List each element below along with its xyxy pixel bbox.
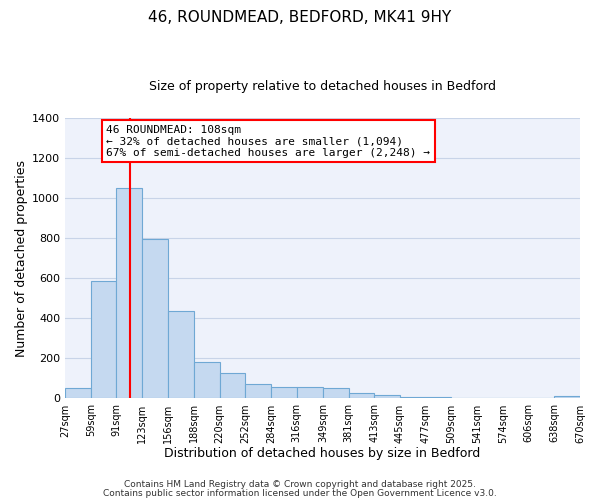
Bar — [142, 239, 169, 398]
Bar — [91, 281, 116, 398]
Bar — [65, 388, 91, 398]
Text: 46, ROUNDMEAD, BEDFORD, MK41 9HY: 46, ROUNDMEAD, BEDFORD, MK41 9HY — [148, 10, 452, 25]
Y-axis label: Number of detached properties: Number of detached properties — [15, 160, 28, 356]
Bar — [271, 388, 296, 398]
Bar — [400, 397, 425, 398]
Bar — [374, 396, 400, 398]
Bar — [220, 374, 245, 398]
Title: Size of property relative to detached houses in Bedford: Size of property relative to detached ho… — [149, 80, 496, 93]
Bar — [116, 188, 142, 398]
Bar — [554, 396, 580, 398]
Bar — [194, 362, 220, 398]
Bar — [296, 388, 323, 398]
Text: Contains HM Land Registry data © Crown copyright and database right 2025.: Contains HM Land Registry data © Crown c… — [124, 480, 476, 489]
Bar — [323, 388, 349, 398]
Bar — [349, 394, 374, 398]
Text: 46 ROUNDMEAD: 108sqm
← 32% of detached houses are smaller (1,094)
67% of semi-de: 46 ROUNDMEAD: 108sqm ← 32% of detached h… — [106, 125, 430, 158]
Text: Contains public sector information licensed under the Open Government Licence v3: Contains public sector information licen… — [103, 488, 497, 498]
Bar — [169, 312, 194, 398]
X-axis label: Distribution of detached houses by size in Bedford: Distribution of detached houses by size … — [164, 447, 481, 460]
Bar — [245, 384, 271, 398]
